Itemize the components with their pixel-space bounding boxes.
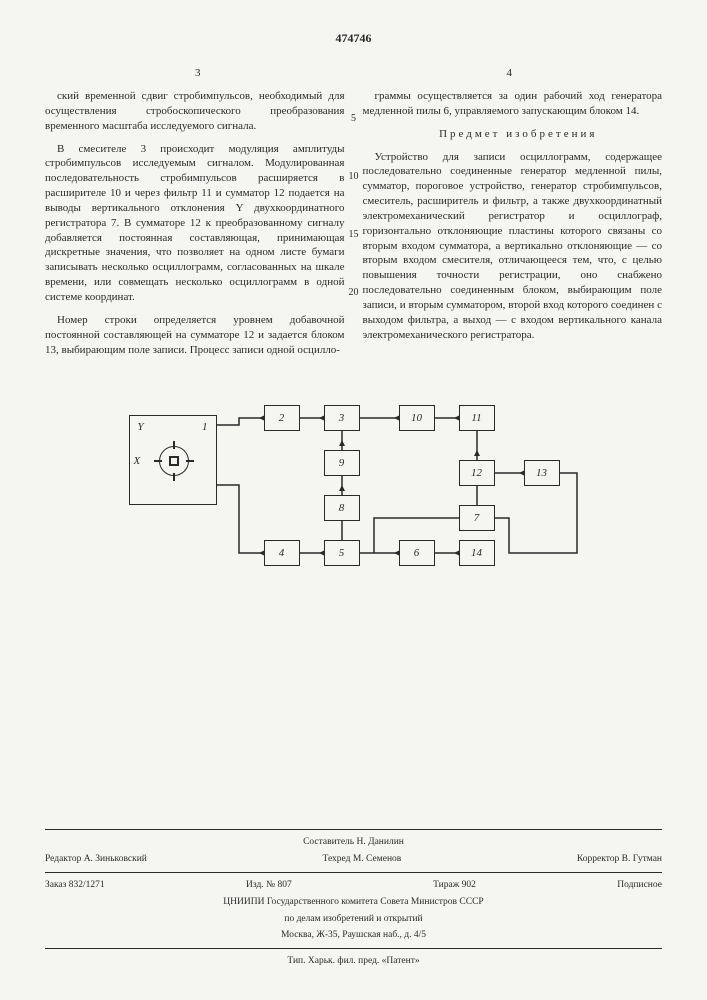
doc-number: 474746 bbox=[45, 30, 662, 46]
block-label: 10 bbox=[411, 411, 422, 426]
block-label: 4 bbox=[279, 546, 285, 561]
block-label: 9 bbox=[339, 456, 345, 471]
corrector: Корректор В. Гутман bbox=[577, 853, 662, 866]
block-7: 7 bbox=[459, 505, 495, 531]
block-9: 9 bbox=[324, 450, 360, 476]
block-diagram: Y X 1 2 3 10 11 9 12 13 8 7 4 5 6 14 bbox=[129, 405, 579, 615]
para: Номер строки определяется уровнем добаво… bbox=[45, 313, 345, 358]
footer: Составитель Н. Данилин Редактор А. Зиньк… bbox=[45, 825, 662, 970]
izd-num: Изд. № 807 bbox=[246, 879, 292, 892]
block-2: 2 bbox=[264, 405, 300, 431]
block-label: 6 bbox=[414, 546, 420, 561]
tirazh: Тираж 902 bbox=[433, 879, 476, 892]
block-label: 14 bbox=[471, 546, 482, 561]
block-label: 12 bbox=[471, 466, 482, 481]
block-label: 1 bbox=[202, 420, 208, 435]
para: В смесителе 3 происходит модуляция ампли… bbox=[45, 142, 345, 305]
block-12: 12 bbox=[459, 460, 495, 486]
block-4: 4 bbox=[264, 540, 300, 566]
block-label: 2 bbox=[279, 411, 285, 426]
block-13: 13 bbox=[524, 460, 560, 486]
block-label: 5 bbox=[339, 546, 345, 561]
right-column: граммы осуществляется за один рабочий хо… bbox=[363, 89, 663, 365]
block-8: 8 bbox=[324, 495, 360, 521]
line-marker: 10 bbox=[349, 170, 359, 184]
block-14: 14 bbox=[459, 540, 495, 566]
printer: Тип. Харьк. фил. пред. «Патент» bbox=[45, 953, 662, 970]
compiler: Составитель Н. Данилин bbox=[45, 834, 662, 851]
sign: Подписное bbox=[617, 879, 662, 892]
block-6: 6 bbox=[399, 540, 435, 566]
block-5: 5 bbox=[324, 540, 360, 566]
axis-y-label: Y bbox=[138, 420, 144, 435]
tube-lines-icon bbox=[160, 447, 188, 475]
block-label: 11 bbox=[471, 411, 481, 426]
order-num: Заказ 832/1271 bbox=[45, 879, 105, 892]
tech-editor: Техред М. Семенов bbox=[323, 853, 402, 866]
block-label: 8 bbox=[339, 501, 345, 516]
block-10: 10 bbox=[399, 405, 435, 431]
para: Устройство для записи осциллограмм, соде… bbox=[363, 150, 663, 343]
line-marker: 5 bbox=[351, 112, 356, 126]
axis-x-label: X bbox=[134, 454, 141, 469]
block-label: 7 bbox=[474, 511, 480, 526]
line-marker: 15 bbox=[349, 228, 359, 242]
block-label: 13 bbox=[536, 466, 547, 481]
line-marker: 20 bbox=[349, 286, 359, 300]
page-right: 4 bbox=[507, 66, 513, 81]
org-line2: по делам изобретений и открытий bbox=[45, 911, 662, 928]
para: граммы осуществляется за один рабочий хо… bbox=[363, 89, 663, 119]
para: ский временной сдвиг стробимпульсов, нео… bbox=[45, 89, 345, 134]
page-numbers: 3 4 bbox=[45, 66, 662, 81]
subject-title: Предмет изобретения bbox=[363, 127, 663, 142]
block-label: 3 bbox=[339, 411, 345, 426]
block-1: Y X 1 bbox=[129, 415, 217, 505]
address: Москва, Ж-35, Раушская наб., д. 4/5 bbox=[45, 927, 662, 944]
editor: Редактор А. Зиньковский bbox=[45, 853, 147, 866]
left-column: ский временной сдвиг стробимпульсов, нео… bbox=[45, 89, 345, 365]
block-3: 3 bbox=[324, 405, 360, 431]
block-11: 11 bbox=[459, 405, 495, 431]
org-line1: ЦНИИПИ Государственного комитета Совета … bbox=[45, 894, 662, 911]
page-left: 3 bbox=[195, 66, 201, 81]
